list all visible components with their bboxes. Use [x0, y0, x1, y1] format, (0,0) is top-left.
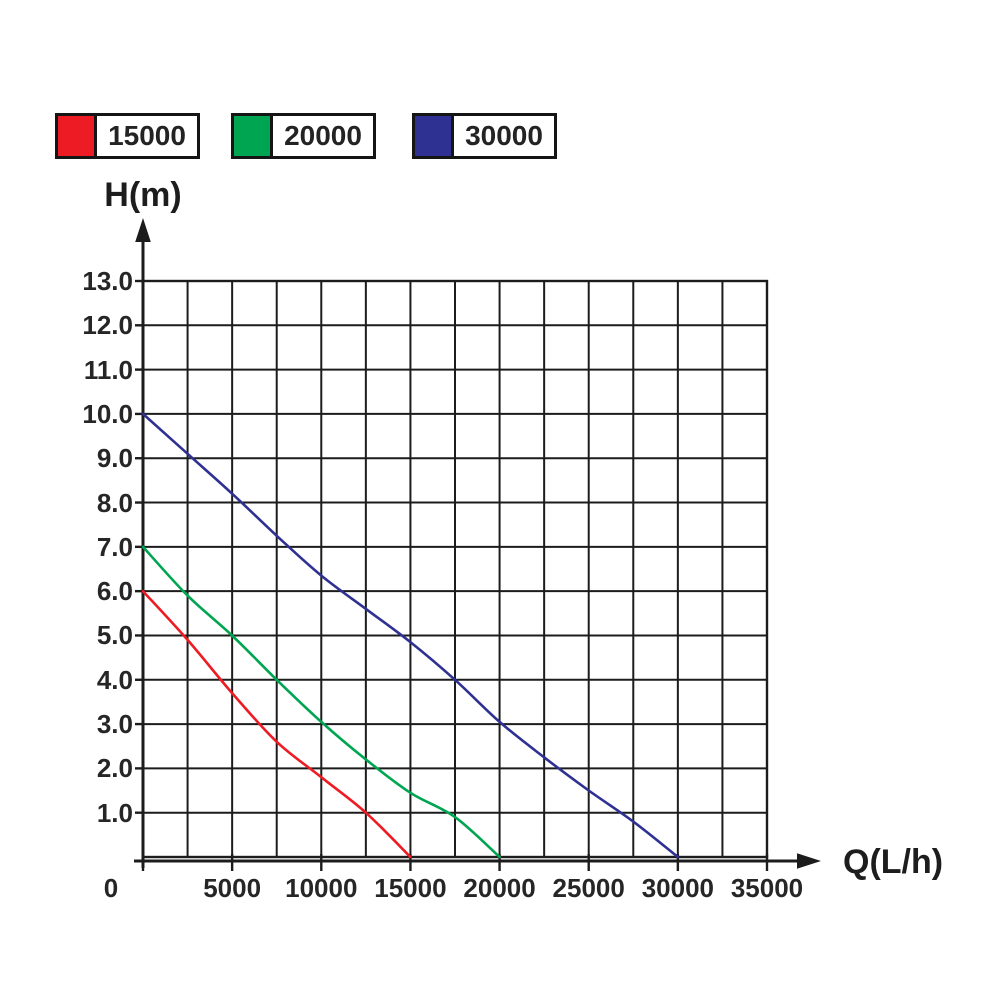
- x-tick-label-15000: 15000: [374, 873, 447, 903]
- y-tick-label-10.0: 10.0: [82, 398, 133, 429]
- legend-label: 20000: [270, 113, 376, 159]
- y-tick-label-3.0: 3.0: [96, 709, 133, 740]
- y-tick-label-12.0: 12.0: [82, 310, 133, 341]
- y-tick-label-2.0: 2.0: [96, 753, 133, 784]
- y-tick-label-5.0: 5.0: [96, 620, 133, 651]
- x-tick-label-5000: 5000: [203, 873, 262, 903]
- legend-label: 15000: [94, 113, 200, 159]
- x-tick-label-25000: 25000: [552, 873, 625, 903]
- y-tick-label-9.0: 9.0: [96, 443, 133, 474]
- y-tick-label-13.0: 13.0: [82, 266, 133, 296]
- legend-item-15000: 15000: [55, 113, 200, 159]
- y-tick-label-11.0: 11.0: [83, 354, 133, 385]
- x-tick-label-35000: 35000: [730, 873, 804, 903]
- curve-15000: [141, 589, 412, 859]
- curve-30000: [141, 412, 680, 859]
- y-axis-arrow-icon: [135, 218, 151, 242]
- curve-20000: [141, 545, 501, 859]
- y-axis-label: H(m): [104, 176, 182, 214]
- y-tick-label-1.0: 1.0: [96, 797, 133, 828]
- legend-item-30000: 30000: [412, 113, 557, 159]
- x-tick-label-10000: 10000: [285, 873, 358, 903]
- y-tick-label-4.0: 4.0: [96, 664, 133, 695]
- legend-swatch-20000: [231, 113, 273, 159]
- x-tick-label-20000: 20000: [463, 873, 536, 903]
- y-tick-label-6.0: 6.0: [96, 576, 133, 607]
- x-tick-label-0: 0: [103, 873, 119, 903]
- legend-swatch-15000: [55, 113, 97, 159]
- legend-item-20000: 20000: [231, 113, 376, 159]
- x-axis-arrow-icon: [797, 853, 821, 869]
- y-tick-label-8.0: 8.0: [96, 487, 133, 518]
- x-tick-label-30000: 30000: [641, 873, 714, 903]
- x-axis-label: Q(L/h): [843, 843, 944, 881]
- legend-label: 30000: [451, 113, 557, 159]
- y-tick-label-7.0: 7.0: [96, 531, 133, 562]
